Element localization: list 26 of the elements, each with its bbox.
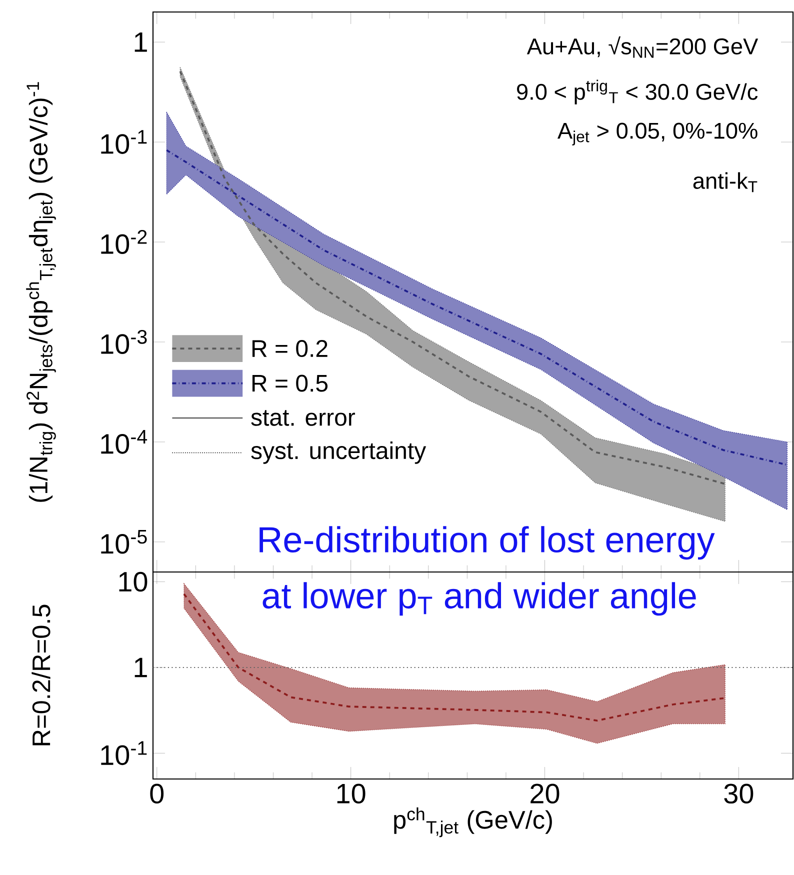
- text: (1/N$_{trig}$) d$^{2}$N$_{jets}$/(dp$^{ch}$$_{T,jet}$dη$_{jet}$) (GeV/c)$^{-1}$: [26, 82, 56, 502]
- y-tick-label: 10$^{-5}$: [101, 530, 147, 554]
- x-tick-label: 0: [150, 784, 164, 804]
- x-tick-label: 20: [530, 784, 560, 804]
- annotation: stat. error: [251, 410, 356, 426]
- annotation: at lower p$_{T}$ and wider angle: [262, 582, 696, 616]
- y-tick-label: 10$^{-3}$: [101, 330, 147, 354]
- x-tick-label: 30: [724, 784, 754, 804]
- annotation: syst. uncertainty: [251, 442, 426, 464]
- x-tick-label: 10: [337, 784, 366, 804]
- y-tick-label: 10: [119, 572, 148, 592]
- y-tick-label: 10$^{-4}$: [101, 430, 148, 454]
- annotation: Re-distribution of lost energy: [260, 526, 715, 560]
- annotation: 9.0 < p$^{trig}$$_{T}$ < 30.0 GeV/c: [517, 80, 758, 104]
- x-axis-title: p$^{ch}$$_{T,jet}$ (GeV/c): [394, 807, 552, 838]
- annotation: A$_{jet}$ > 0.05, 0%-10%: [557, 122, 758, 146]
- y-tick-label: 1: [134, 32, 147, 52]
- annotation: Au+Au, √s$_{NN}$=200 GeV: [526, 36, 758, 58]
- legend-label: R = 0.5: [252, 374, 328, 392]
- y-tick-label: 10$^{-1}$: [101, 130, 147, 154]
- y-tick-label: 10$^{-1}$: [101, 741, 147, 766]
- y-tick-label: 10$^{-2}$: [101, 230, 147, 254]
- y-tick-label: 1: [134, 658, 147, 678]
- annotation: anti-k$_{T}$: [693, 172, 758, 192]
- y-axis-title: R=0.2/R=0.5: [32, 604, 50, 746]
- legend-label: R = 0.2: [252, 340, 328, 358]
